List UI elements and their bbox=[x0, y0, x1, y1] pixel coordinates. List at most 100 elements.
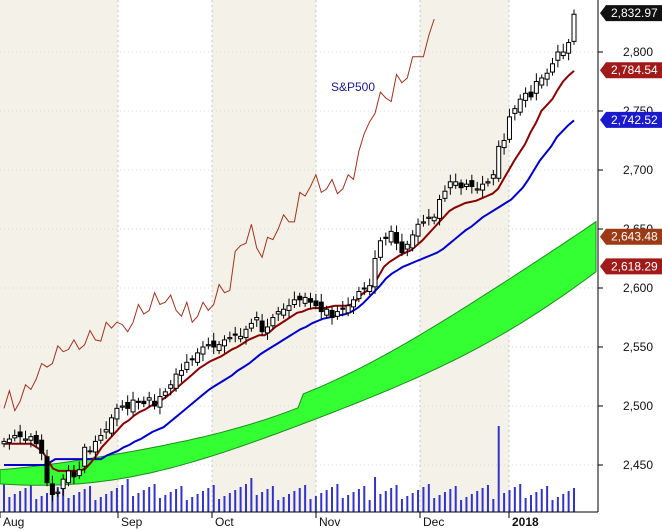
candle-body bbox=[162, 391, 168, 396]
volume-bar bbox=[180, 486, 183, 512]
candle bbox=[254, 311, 260, 327]
volume-bar bbox=[56, 487, 59, 512]
candle-body bbox=[469, 180, 475, 188]
volume-bar bbox=[556, 497, 559, 512]
candle-body bbox=[23, 438, 29, 441]
candle bbox=[394, 225, 400, 251]
volume-bar bbox=[24, 488, 27, 512]
volume-bar bbox=[406, 496, 409, 512]
volume-bar bbox=[304, 485, 307, 512]
candle-body bbox=[141, 400, 147, 405]
candle-body bbox=[313, 300, 319, 307]
month-axis: Aug Sep Oct Nov Dec 2018 bbox=[0, 511, 598, 531]
volume-bar bbox=[390, 488, 393, 512]
candle-body bbox=[324, 308, 330, 316]
price-tag: 2,742.52 bbox=[600, 111, 662, 128]
candle-body bbox=[291, 299, 297, 306]
candle bbox=[571, 9, 577, 45]
grid-lines bbox=[0, 0, 598, 512]
candle-body bbox=[173, 373, 179, 389]
candle-body bbox=[286, 305, 292, 311]
candle bbox=[114, 403, 120, 427]
volume-bar bbox=[185, 500, 188, 512]
candle bbox=[17, 424, 23, 444]
volume-bar bbox=[492, 499, 495, 512]
candle-body bbox=[82, 446, 88, 467]
month-band-shade bbox=[420, 0, 509, 512]
candle bbox=[264, 318, 270, 340]
candle-body bbox=[87, 450, 93, 453]
candle-body bbox=[394, 232, 400, 244]
candle-body bbox=[66, 470, 72, 484]
volume-bar bbox=[293, 491, 296, 512]
candle-body bbox=[474, 188, 480, 191]
candle-body bbox=[302, 296, 308, 304]
candle-body bbox=[259, 320, 265, 333]
volume-bar bbox=[374, 477, 377, 512]
volume-bar bbox=[83, 489, 86, 512]
candle bbox=[297, 292, 303, 307]
cloud-area bbox=[0, 220, 597, 486]
volume-bar bbox=[234, 490, 237, 512]
candle bbox=[528, 85, 534, 101]
volume-bar bbox=[460, 500, 463, 512]
volume-bar bbox=[347, 495, 350, 512]
candle bbox=[372, 250, 378, 294]
volume-bar bbox=[562, 494, 565, 512]
candle-body bbox=[238, 335, 244, 340]
kijun-line bbox=[4, 70, 575, 472]
volume-bar bbox=[121, 485, 124, 512]
volume-bar bbox=[228, 493, 231, 512]
volume-bar bbox=[417, 490, 420, 512]
volume-bar bbox=[261, 492, 264, 512]
candle bbox=[216, 341, 222, 355]
price-tag: 2,618.29 bbox=[600, 258, 662, 275]
candle bbox=[512, 105, 518, 121]
candle bbox=[345, 297, 351, 317]
candle-body bbox=[1, 440, 7, 445]
candle-body bbox=[549, 63, 555, 73]
price-tags: 2,832.97 2,784.54 2,742.52 2,643.48 2,618.29 bbox=[600, 5, 662, 275]
candle-body bbox=[318, 301, 324, 313]
candle-body bbox=[437, 199, 443, 219]
volume-bar bbox=[384, 491, 387, 512]
candle bbox=[23, 430, 29, 444]
candle-body bbox=[178, 370, 184, 376]
volume-bar bbox=[535, 492, 538, 512]
volume-bar bbox=[540, 489, 543, 512]
volume-bar bbox=[529, 495, 532, 512]
volume-bar bbox=[201, 491, 204, 512]
candle-body bbox=[442, 190, 448, 199]
candle bbox=[367, 278, 373, 296]
volume-bar bbox=[169, 492, 172, 512]
volume-bar bbox=[449, 489, 452, 512]
volume-bar bbox=[508, 490, 511, 512]
candle-body bbox=[388, 230, 394, 243]
y-tick-label: 2,700 bbox=[623, 163, 653, 177]
volume-bar bbox=[46, 493, 49, 512]
candle-body bbox=[146, 397, 152, 401]
candle bbox=[544, 68, 550, 87]
y-tick-label: 2,450 bbox=[623, 458, 653, 472]
series-label: S&P500 bbox=[331, 80, 375, 94]
candle-body bbox=[76, 469, 82, 477]
candle bbox=[480, 175, 486, 198]
volume-bar bbox=[352, 492, 355, 512]
candle-body bbox=[404, 243, 410, 250]
candle-body bbox=[410, 234, 416, 249]
volume-bar bbox=[320, 493, 323, 512]
volume-bar bbox=[126, 479, 129, 512]
volume-bar bbox=[481, 488, 484, 512]
volume-bar bbox=[67, 498, 70, 512]
candle-body bbox=[270, 317, 276, 327]
candle bbox=[566, 39, 572, 61]
candle bbox=[506, 108, 512, 143]
candle-body bbox=[458, 182, 464, 189]
candle bbox=[103, 421, 109, 440]
candle-body bbox=[447, 181, 453, 189]
candle bbox=[485, 178, 491, 187]
volume-bar bbox=[357, 489, 360, 512]
candle bbox=[399, 233, 405, 257]
ichimoku-cloud bbox=[0, 220, 597, 486]
